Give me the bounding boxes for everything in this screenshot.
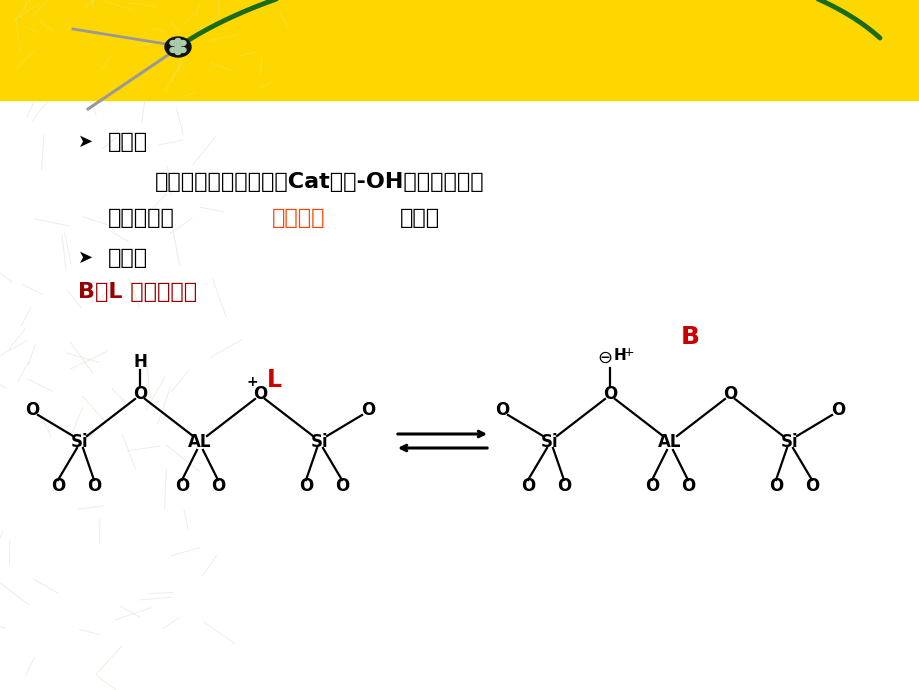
Text: O: O bbox=[556, 477, 571, 495]
Ellipse shape bbox=[175, 39, 181, 43]
Text: O: O bbox=[335, 477, 348, 495]
Text: O: O bbox=[253, 385, 267, 403]
Text: ➤: ➤ bbox=[78, 249, 93, 267]
Text: O: O bbox=[680, 477, 695, 495]
Text: H: H bbox=[613, 348, 626, 364]
Text: O: O bbox=[299, 477, 312, 495]
Text: O: O bbox=[51, 477, 65, 495]
Ellipse shape bbox=[175, 44, 181, 50]
Text: O: O bbox=[644, 477, 658, 495]
Text: Si: Si bbox=[780, 433, 798, 451]
Text: O: O bbox=[175, 477, 189, 495]
Ellipse shape bbox=[170, 48, 176, 52]
Ellipse shape bbox=[165, 37, 191, 57]
Text: 酸活性最高峰，不是与Cat表面-OH最高含量相适: 酸活性最高峰，不是与Cat表面-OH最高含量相适 bbox=[154, 172, 484, 192]
Ellipse shape bbox=[170, 41, 176, 46]
Text: ➤: ➤ bbox=[78, 133, 93, 151]
Text: Si: Si bbox=[540, 433, 558, 451]
Text: O: O bbox=[494, 401, 508, 419]
Ellipse shape bbox=[180, 48, 186, 52]
Text: AL: AL bbox=[657, 433, 681, 451]
Ellipse shape bbox=[180, 41, 186, 46]
Text: Si: Si bbox=[71, 433, 89, 451]
Text: O: O bbox=[210, 477, 225, 495]
Text: O: O bbox=[25, 401, 40, 419]
Text: AL: AL bbox=[188, 433, 211, 451]
Text: Si: Si bbox=[311, 433, 328, 451]
Text: 特点：: 特点： bbox=[108, 248, 148, 268]
Text: O: O bbox=[768, 477, 782, 495]
Text: B、L 可相互转换: B、L 可相互转换 bbox=[78, 282, 197, 302]
Bar bbox=[0, 0, 919, 100]
Text: 应，是经过: 应，是经过 bbox=[108, 208, 175, 228]
Text: 达到。: 达到。 bbox=[400, 208, 439, 228]
Text: +: + bbox=[246, 375, 257, 389]
Text: 活性：: 活性： bbox=[108, 132, 148, 152]
Text: B: B bbox=[680, 325, 698, 349]
Text: O: O bbox=[132, 385, 147, 403]
Text: O: O bbox=[602, 385, 617, 403]
Text: O: O bbox=[520, 477, 535, 495]
Text: L: L bbox=[267, 368, 281, 392]
Text: O: O bbox=[360, 401, 375, 419]
Text: H: H bbox=[133, 353, 147, 371]
Text: ⊖: ⊖ bbox=[596, 349, 612, 367]
Ellipse shape bbox=[175, 50, 181, 55]
Text: O: O bbox=[722, 385, 736, 403]
Text: O: O bbox=[830, 401, 845, 419]
Text: O: O bbox=[804, 477, 818, 495]
Text: +: + bbox=[623, 346, 633, 359]
Text: O: O bbox=[86, 477, 101, 495]
Text: 局部脱水: 局部脱水 bbox=[272, 208, 325, 228]
